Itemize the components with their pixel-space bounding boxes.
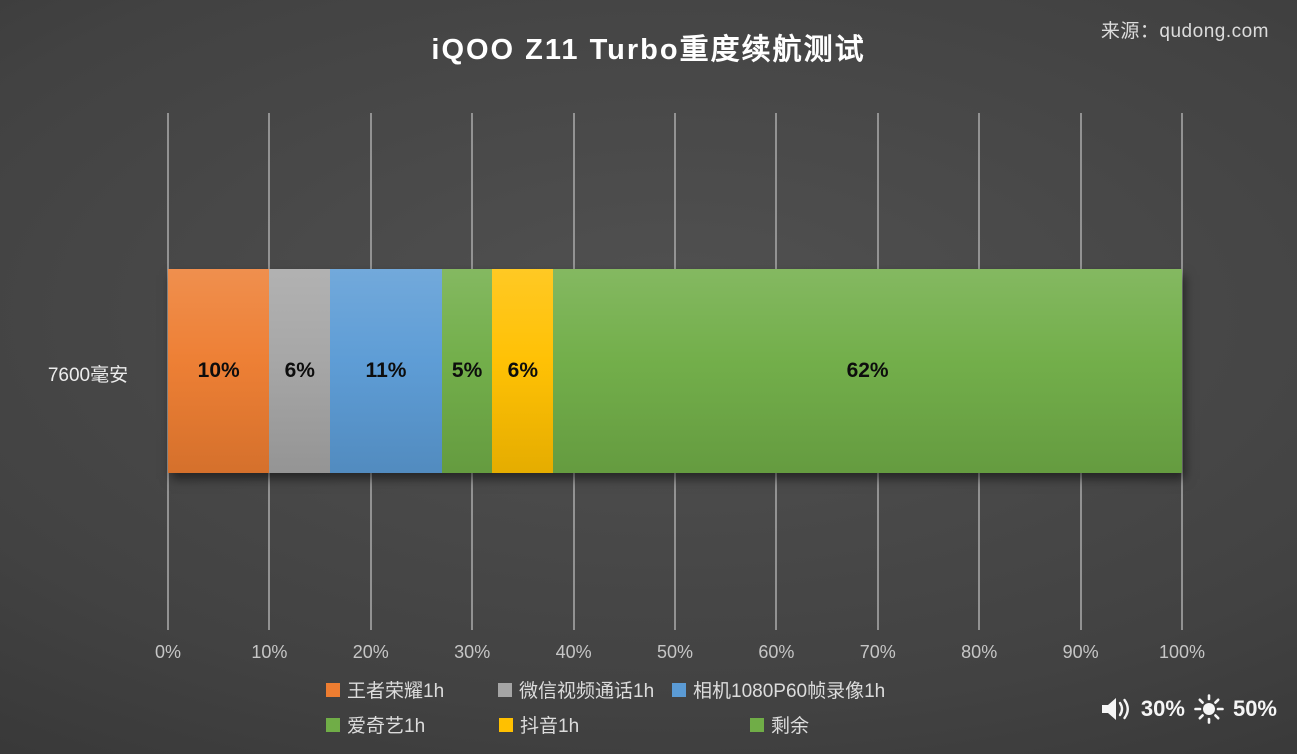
legend-item: 剩余 — [750, 711, 885, 738]
legend-item: 相机1080P60帧录像1h — [672, 676, 885, 703]
gridline — [1181, 113, 1183, 630]
legend-label: 抖音1h — [520, 716, 580, 737]
category-label: 7600毫安 — [47, 365, 129, 386]
x-axis-tick-label: 90% — [1062, 642, 1099, 662]
x-axis-tick-label: 80% — [961, 642, 998, 662]
x-axis-tick-label: 70% — [859, 642, 896, 662]
legend-marker — [672, 682, 686, 697]
legend-marker — [498, 682, 512, 697]
x-axis-tick-label: 10% — [251, 642, 288, 662]
legend-item: 爱奇艺1h — [326, 711, 499, 738]
legend-row: 爱奇艺1h 抖音1h 剩余 — [326, 711, 885, 737]
brightness-value: 50% — [1232, 696, 1277, 721]
legend-item: 王者荣耀1h — [326, 676, 498, 703]
legend-marker — [326, 682, 340, 697]
legend-label: 微信视频通话1h — [519, 681, 655, 702]
plot-area: 10% 6% 11% 5% 6% 62% 0% 10% 20% 30% 40% 50% 60% 70% 8… — [155, 113, 1205, 662]
legend-label: 王者荣耀1h — [347, 681, 445, 702]
legend-label: 爱奇艺1h — [347, 716, 426, 737]
volume-value: 30% — [1140, 696, 1185, 721]
bar-segment: 5% — [441, 269, 493, 473]
legend-label: 相机1080P60帧录像1h — [693, 681, 886, 702]
legend-marker — [750, 717, 764, 732]
bar-segment: 62% — [553, 269, 1182, 473]
legend-marker — [326, 717, 340, 732]
speaker-icon — [1100, 696, 1134, 722]
bar-segment: 6% — [492, 269, 554, 473]
chart-title: iQOO Z11 Turbo重度续航测试 — [431, 34, 866, 66]
bar-segment: 11% — [330, 269, 442, 473]
x-axis-tick-label: 60% — [758, 642, 795, 662]
bar-segment-value: 5% — [451, 359, 483, 382]
bar-segment-value: 6% — [284, 359, 315, 382]
x-axis-tick-label: 20% — [352, 642, 389, 662]
x-axis-tick-label: 40% — [555, 642, 592, 662]
legend-item: 微信视频通话1h — [498, 676, 672, 703]
x-axis-tick-label: 30% — [454, 642, 491, 662]
sun-icon — [1192, 694, 1226, 724]
legend-label: 剩余 — [771, 716, 810, 737]
legend-marker — [499, 717, 513, 732]
source-label: 来源：qudong.com — [1100, 21, 1269, 42]
status-indicators: 30% 50% — [1100, 694, 1277, 724]
bar-segment: 10% — [168, 269, 270, 473]
stacked-bar: 10% 6% 11% 5% 6% 62% — [168, 269, 1182, 473]
x-axis-tick-label: 0% — [154, 642, 182, 662]
bar-segment-value: 62% — [846, 359, 889, 382]
legend-row: 王者荣耀1h 微信视频通话1h 相机1080P60帧录像1h — [326, 676, 885, 702]
legend: 王者荣耀1h 微信视频通话1h 相机1080P60帧录像1h 爱奇艺1h 抖音1h 剩余 — [326, 676, 885, 737]
x-axis-tick-label: 50% — [656, 642, 694, 662]
x-axis-tick-label: 100% — [1158, 642, 1206, 662]
legend-item: 抖音1h — [499, 711, 750, 738]
bar-segment-value: 6% — [507, 359, 539, 382]
bar-segment-value: 10% — [197, 359, 240, 382]
bar-segment-value: 11% — [365, 359, 407, 382]
bar-segment: 6% — [269, 269, 331, 473]
